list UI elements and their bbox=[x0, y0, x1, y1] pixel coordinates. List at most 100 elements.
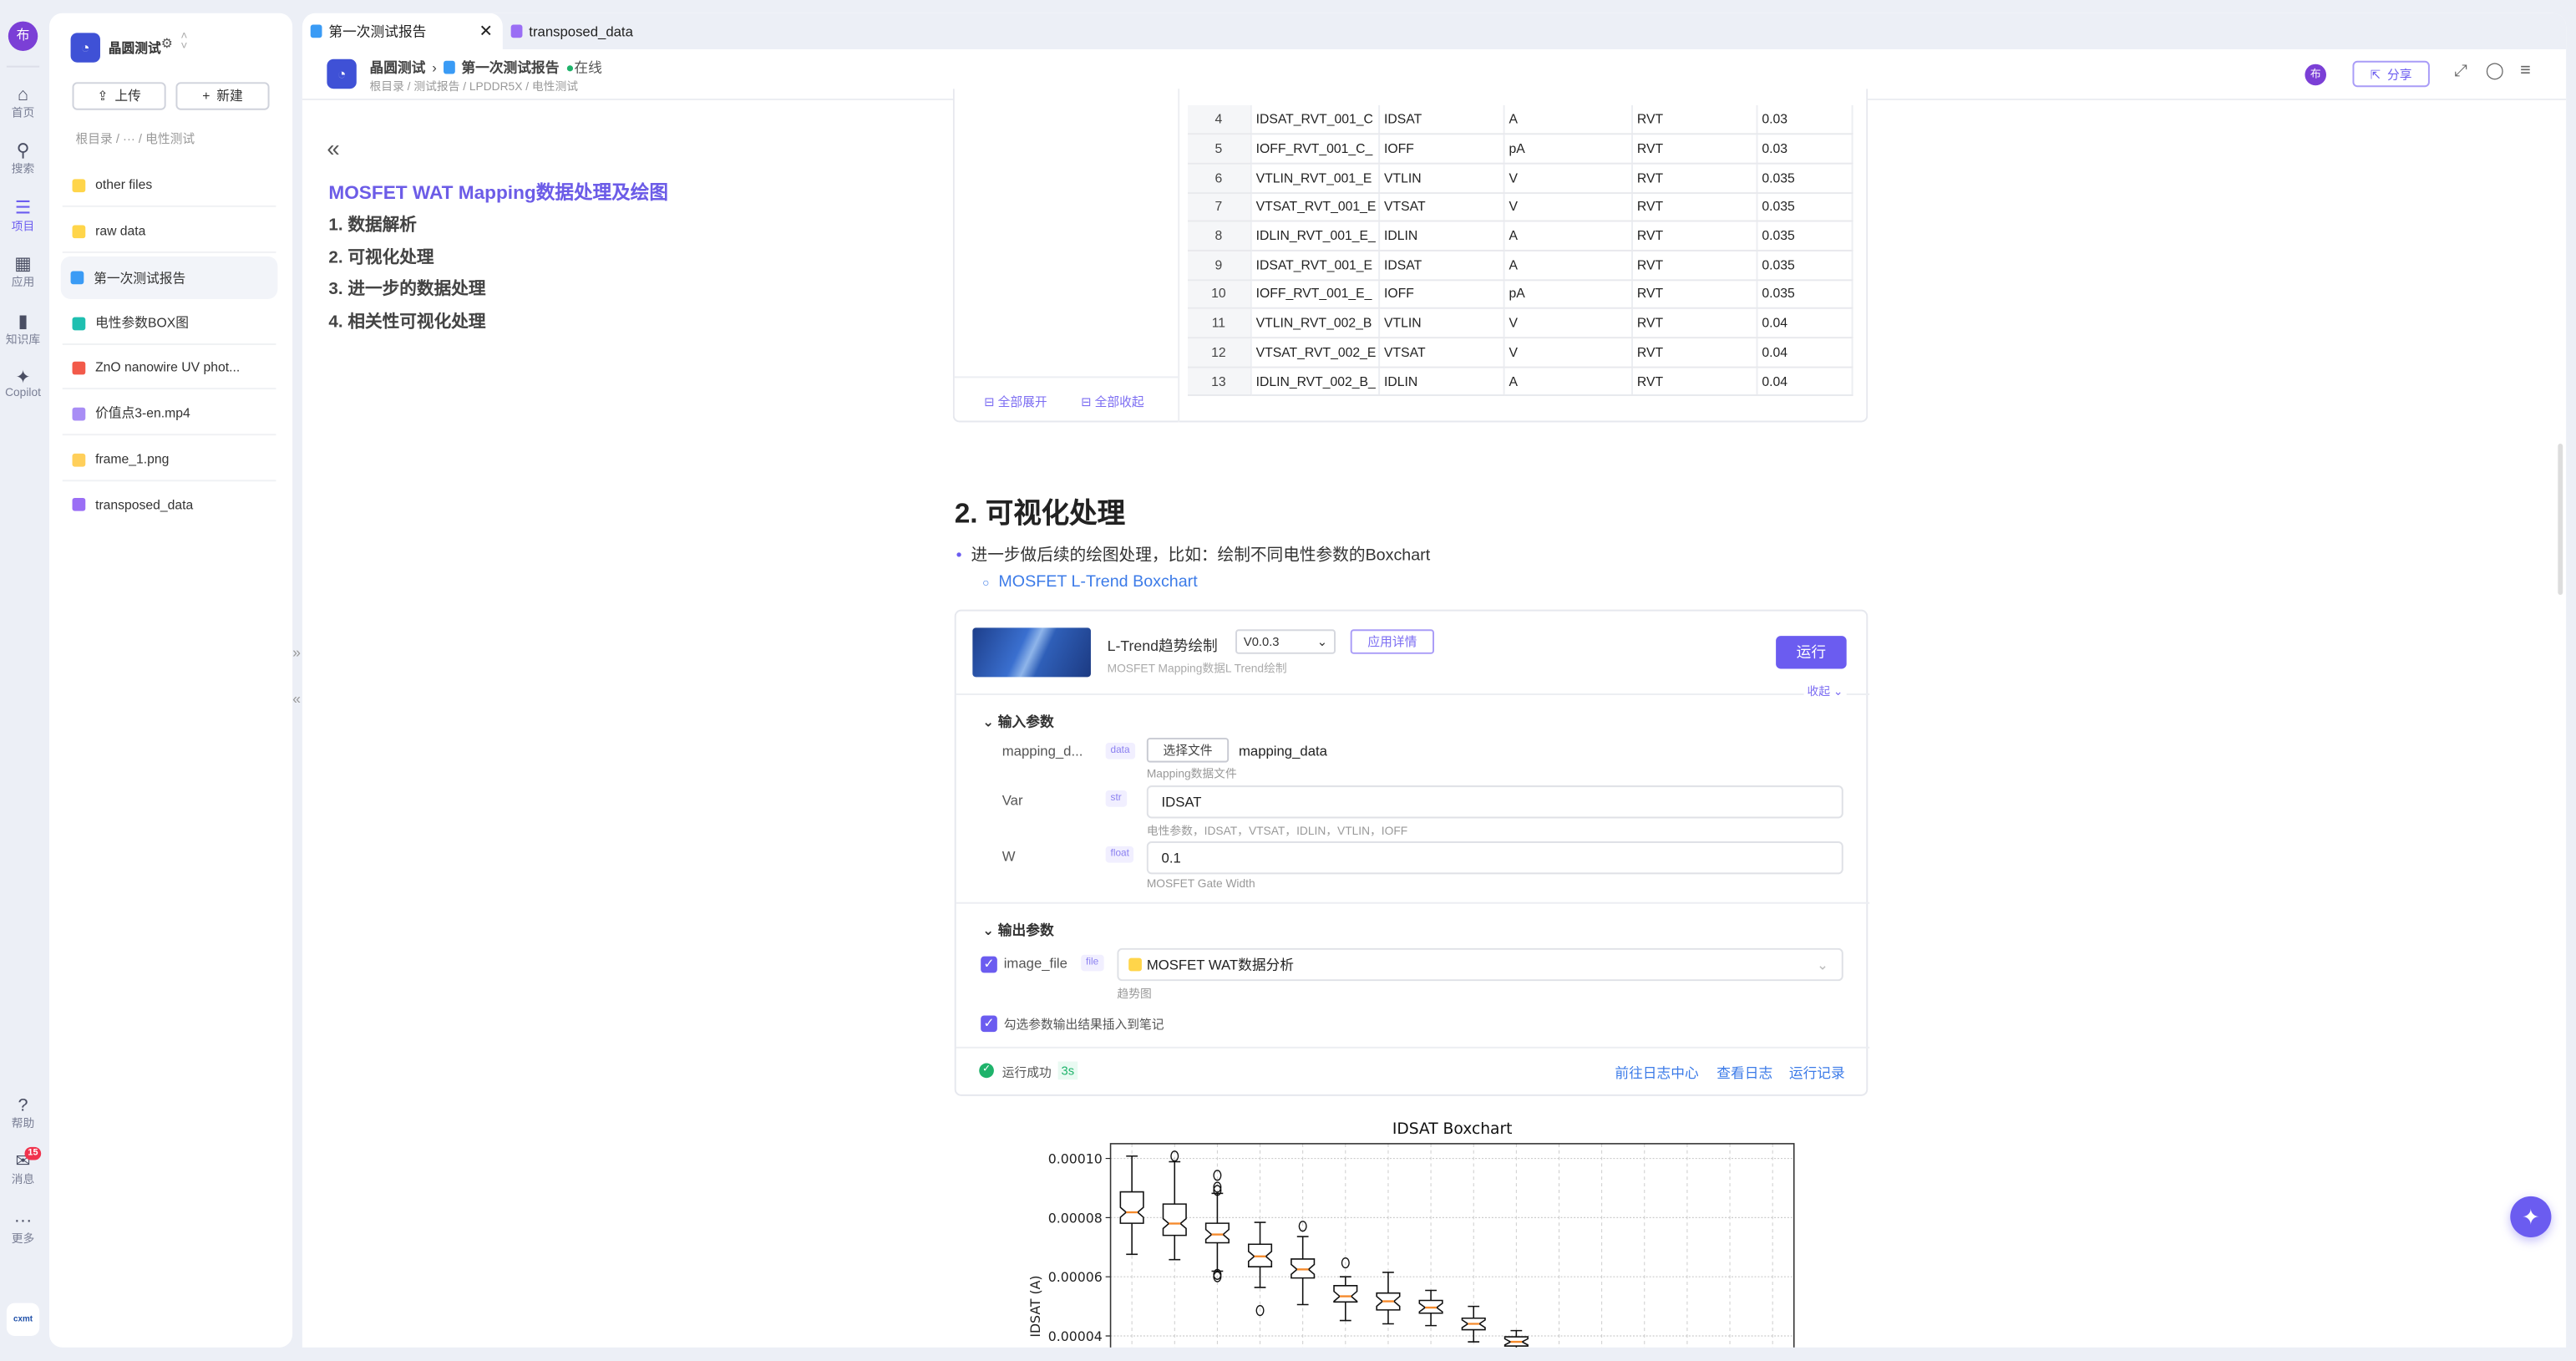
rail-label: 消息 bbox=[11, 1175, 35, 1187]
file-item[interactable]: frame_1.png bbox=[62, 439, 276, 482]
log-center-link[interactable]: 前往日志中心 bbox=[1615, 1064, 1699, 1082]
collapse-all-button[interactable]: ⊟ 全部收起 bbox=[1081, 394, 1144, 409]
table-cell: V bbox=[1503, 338, 1633, 368]
app-details-button[interactable]: 应用详情 bbox=[1350, 629, 1435, 654]
table-cell: A bbox=[1503, 104, 1633, 135]
boxchart: IDSAT Boxchart 0.00010 0.00008 0.00006 0.000… bbox=[1027, 1120, 1795, 1348]
file-item[interactable]: 第一次测试报告 bbox=[60, 256, 278, 299]
divider bbox=[6, 65, 40, 68]
run-history-link[interactable]: 运行记录 bbox=[1788, 1064, 1845, 1082]
rail-label: 应用 bbox=[11, 277, 35, 290]
collapse-button[interactable]: 收起 ⌄ bbox=[1803, 683, 1847, 700]
file-item[interactable]: raw data bbox=[62, 211, 276, 253]
version-select[interactable]: V0.0.3 ⌄ bbox=[1235, 629, 1336, 654]
rail-item-more[interactable]: ··· 更多 bbox=[0, 1211, 46, 1247]
gear-icon[interactable]: ⚙ bbox=[160, 36, 173, 51]
run-button[interactable]: 运行 bbox=[1776, 636, 1847, 669]
choose-file-button[interactable]: 选择文件 bbox=[1146, 738, 1230, 763]
new-button[interactable]: + 新建 bbox=[175, 82, 270, 110]
table-row: 12 VTSAT_RVT_002_E VTSAT V RVT 0.04 bbox=[1187, 338, 1853, 368]
document-icon bbox=[310, 24, 322, 38]
rail-item-search[interactable]: ⚲ 搜索 bbox=[0, 141, 46, 177]
output-params-toggle[interactable]: ⌄ 输出参数 bbox=[982, 922, 1054, 939]
share-button[interactable]: ⇱ 分享 bbox=[2352, 60, 2430, 88]
document-icon bbox=[443, 60, 455, 74]
help-icon: ? bbox=[18, 1095, 28, 1116]
file-item[interactable]: 电性参数BOX图 bbox=[62, 302, 276, 346]
output-checkbox[interactable]: ✓ bbox=[981, 956, 997, 973]
home-icon: ⌂ bbox=[17, 85, 29, 105]
breadcrumb-item[interactable]: ··· bbox=[123, 131, 135, 147]
insert-label: 勾选参数输出结果插入到笔记 bbox=[1003, 1017, 1164, 1033]
rail-item-projects[interactable]: ☰ 项目 bbox=[0, 199, 46, 235]
header-workspace[interactable]: 晶圆测试 bbox=[369, 58, 426, 76]
toc-item[interactable]: 1. 数据解析 bbox=[328, 215, 417, 236]
insert-checkbox[interactable]: ✓ bbox=[981, 1015, 997, 1033]
fullscreen-icon[interactable]: ⤢ bbox=[2454, 62, 2468, 81]
rail-item-copilot[interactable]: ✦ Copilot bbox=[0, 368, 46, 399]
collapse-panel-icon[interactable]: « bbox=[292, 690, 301, 707]
video-icon bbox=[72, 406, 86, 420]
tab-report[interactable]: 第一次测试报告 ✕ bbox=[302, 13, 503, 50]
folder-icon bbox=[72, 178, 86, 192]
toc-item[interactable]: 4. 相关性可视化处理 bbox=[328, 311, 486, 332]
close-icon[interactable]: ✕ bbox=[479, 22, 494, 41]
table-cell: A bbox=[1503, 250, 1633, 281]
table-row: 10 IOFF_RVT_001_E_ IOFF pA RVT 0.035 bbox=[1187, 279, 1853, 310]
workspace-name[interactable]: 晶圆测试 bbox=[108, 41, 161, 56]
plus-icon: + bbox=[202, 89, 210, 104]
scrollbar[interactable] bbox=[2558, 444, 2563, 595]
rail-item-apps[interactable]: ▦ 应用 bbox=[0, 255, 46, 291]
workspace-icon: ◔ bbox=[327, 58, 357, 89]
file-item[interactable]: 价值点3-en.mp4 bbox=[62, 393, 276, 436]
tab-label: 第一次测试报告 bbox=[328, 23, 427, 40]
header-doc-title: 第一次测试报告 bbox=[461, 58, 560, 76]
toc-item[interactable]: 2. 可视化处理 bbox=[328, 247, 434, 267]
breadcrumb-item[interactable]: 电性测试 bbox=[145, 131, 195, 147]
table-of-contents: MOSFET WAT Mapping数据处理及绘图 1. 数据解析 2. 可视化… bbox=[328, 179, 668, 340]
expand-panel-icon[interactable]: » bbox=[292, 643, 301, 661]
toc-item[interactable]: 3. 进一步的数据处理 bbox=[328, 279, 486, 299]
upload-button[interactable]: ⇪ 上传 bbox=[72, 82, 166, 110]
ai-assistant-button[interactable]: ✦ bbox=[2510, 1196, 2552, 1238]
comment-icon[interactable]: ◯ bbox=[2485, 62, 2504, 81]
table-cell: VTSAT bbox=[1378, 192, 1504, 222]
breadcrumb-item[interactable]: 根目录 bbox=[75, 131, 113, 147]
message-badge: 15 bbox=[24, 1146, 42, 1160]
input-params-toggle[interactable]: ⌄ 输入参数 bbox=[982, 713, 1054, 730]
collaborator-avatar[interactable]: 布 bbox=[2305, 63, 2326, 86]
y-tick-label: 0.00006 bbox=[1048, 1269, 1103, 1285]
output-folder-select[interactable]: MOSFET WAT数据分析 ⌄ bbox=[1117, 947, 1843, 982]
file-item[interactable]: transposed_data bbox=[63, 483, 276, 526]
rail-item-home[interactable]: ⌂ 首页 bbox=[0, 85, 46, 121]
file-item[interactable]: ZnO nanowire UV phot... bbox=[62, 347, 276, 390]
pdf-icon bbox=[72, 360, 86, 374]
table-cell: 13 bbox=[1187, 366, 1251, 397]
sub-bullet-link[interactable]: ○ MOSFET L-Trend Boxchart bbox=[982, 573, 1198, 592]
file-name: 第一次测试报告 bbox=[94, 270, 186, 286]
table-cell: RVT bbox=[1631, 366, 1757, 397]
view-log-link[interactable]: 查看日志 bbox=[1716, 1064, 1773, 1082]
toc-title[interactable]: MOSFET WAT Mapping数据处理及绘图 bbox=[328, 184, 669, 204]
rail-label: 帮助 bbox=[11, 1119, 35, 1131]
file-name: other files bbox=[95, 177, 153, 193]
param-hint: Mapping数据文件 bbox=[1146, 769, 1237, 781]
chevron-down-icon: ⌄ bbox=[1817, 955, 1829, 973]
table-cell: VTLIN bbox=[1378, 163, 1504, 194]
app-card: L-Trend趋势绘制 V0.0.3 ⌄ 应用详情 MOSFET Mapping数… bbox=[954, 609, 1870, 1096]
table-cell: IDLIN_RVT_001_E_ bbox=[1250, 221, 1380, 251]
switch-workspace-icon[interactable]: ˄ ˅ bbox=[180, 31, 188, 53]
app-name: L-Trend趋势绘制 bbox=[1107, 637, 1218, 654]
table-row: 5 IOFF_RVT_001_C_ IOFF pA RVT 0.03 bbox=[1187, 134, 1853, 165]
expand-all-button[interactable]: ⊟ 全部展开 bbox=[984, 394, 1047, 409]
rail-item-help[interactable]: ? 帮助 bbox=[0, 1096, 46, 1132]
w-input[interactable]: 0.1 bbox=[1146, 841, 1843, 875]
file-item[interactable]: other files bbox=[62, 165, 276, 207]
menu-icon[interactable]: ≡ bbox=[2520, 60, 2531, 81]
tab-transposed-data[interactable]: transposed_data bbox=[510, 13, 633, 49]
collapse-toc-icon[interactable]: « bbox=[327, 135, 340, 161]
rail-item-knowledge[interactable]: ▮ 知识库 bbox=[0, 312, 46, 348]
user-avatar[interactable]: 布 bbox=[8, 21, 38, 51]
var-input[interactable]: IDSAT bbox=[1146, 785, 1843, 819]
breadcrumb: 根目录 / ··· / 电性测试 bbox=[75, 131, 195, 147]
